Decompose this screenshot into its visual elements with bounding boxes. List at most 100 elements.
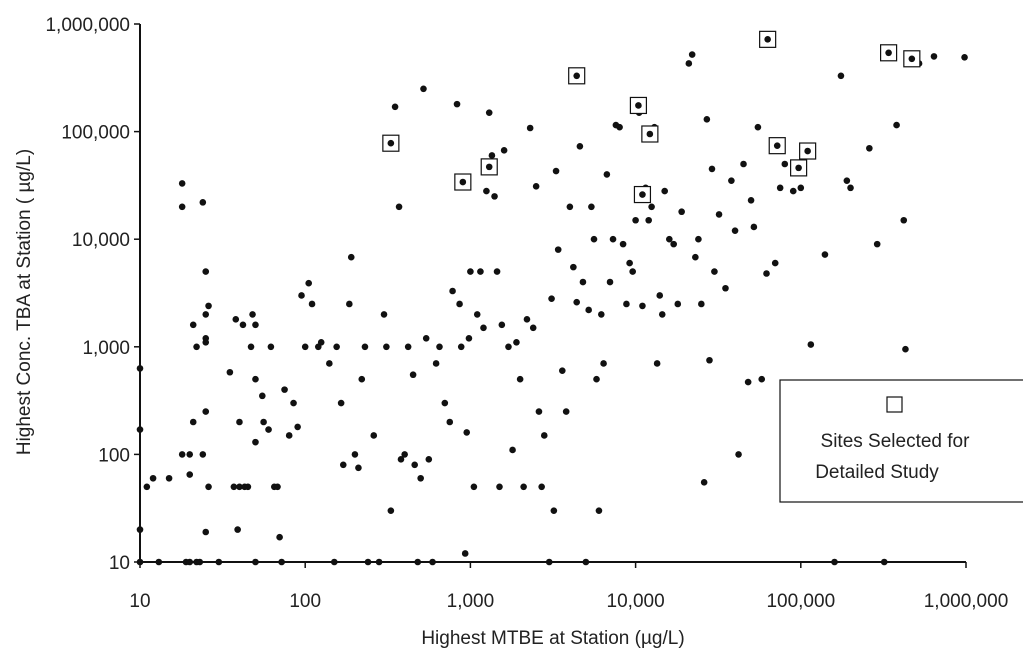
data-point [695, 235, 702, 243]
data-point [688, 51, 696, 58]
data-point [559, 367, 566, 374]
selected-site-dot [635, 102, 642, 109]
data-points [136, 51, 968, 566]
data-point [274, 483, 281, 491]
data-point [136, 526, 144, 533]
data-point [249, 311, 256, 318]
data-point [505, 343, 512, 351]
selected-site-point [790, 159, 808, 177]
data-point [661, 187, 668, 195]
data-point [520, 483, 527, 491]
data-point [740, 160, 747, 168]
data-point [776, 184, 784, 192]
data-point [728, 177, 735, 184]
data-point [465, 334, 473, 342]
data-point [136, 558, 144, 566]
data-point [339, 461, 347, 469]
data-point [821, 251, 829, 258]
data-point [632, 216, 639, 224]
data-point [566, 203, 574, 211]
data-point [178, 203, 186, 211]
data-point [178, 180, 186, 187]
data-point [358, 375, 366, 383]
data-point [215, 558, 223, 566]
data-point [645, 216, 652, 224]
selected-site-dot [646, 130, 654, 138]
selected-site-point [880, 44, 898, 62]
data-point [395, 203, 403, 211]
data-point [585, 306, 592, 314]
data-point [540, 432, 548, 439]
x-tick-label: 10 [129, 591, 150, 612]
selected-site-dot [573, 72, 580, 80]
x-axis-label: Highest MTBE at Station (µg/L) [421, 628, 684, 649]
data-point [375, 558, 383, 566]
data-point [961, 54, 968, 61]
data-point [545, 558, 553, 566]
axes: 10 100 1,000 10,000 100,000 1,000,000 10 100 1,… [45, 15, 1008, 612]
data-point [453, 100, 461, 108]
y-axis-ticks: 10 100 1,000 10,000 100,000 1,000,000 [45, 15, 140, 574]
data-point [666, 235, 673, 243]
selected-site-point [382, 134, 400, 152]
data-point [930, 53, 938, 60]
data-point [603, 171, 611, 178]
data-point [902, 345, 909, 353]
data-point [155, 558, 163, 566]
data-point [326, 360, 333, 367]
data-point [735, 451, 742, 458]
data-point [260, 418, 267, 426]
selected-site-dot [795, 164, 802, 172]
data-point [265, 426, 272, 433]
data-point [609, 235, 617, 243]
data-point [285, 432, 293, 439]
data-point [247, 343, 255, 351]
data-point [252, 321, 259, 329]
data-point [491, 193, 498, 200]
selected-site-point [629, 96, 648, 115]
data-point [149, 474, 157, 482]
data-point [900, 216, 908, 224]
x-tick-label: 1,000,000 [924, 591, 1009, 612]
data-point [582, 558, 590, 566]
data-point [259, 392, 266, 400]
data-point [747, 196, 755, 204]
data-point [893, 121, 900, 129]
data-point [305, 279, 313, 287]
data-point [467, 268, 474, 275]
data-point [658, 311, 666, 318]
selected-site-dot [764, 36, 771, 43]
data-point [500, 147, 508, 154]
data-point [771, 259, 779, 267]
x-tick-label: 10,000 [607, 591, 665, 612]
data-point [199, 199, 207, 206]
selected-site-dot [387, 139, 395, 147]
data-point [722, 284, 729, 292]
x-tick-label: 100 [289, 591, 321, 612]
data-point [674, 300, 682, 308]
data-point [347, 253, 355, 261]
data-point [485, 109, 493, 116]
y-axis-label: Highest Conc. TBA at Station ( µg/L) [14, 149, 35, 455]
data-point [401, 451, 408, 458]
data-point [623, 300, 630, 308]
data-point [186, 558, 194, 566]
selected-site-point [641, 125, 659, 143]
data-point [425, 456, 433, 463]
data-point [573, 298, 580, 306]
data-point [436, 343, 443, 351]
data-point [136, 426, 144, 433]
data-point [698, 300, 705, 308]
data-point [446, 418, 454, 426]
data-point [483, 187, 490, 195]
data-point [252, 558, 259, 566]
selected-site-dot [804, 147, 811, 155]
selected-site-point [633, 185, 652, 204]
data-point [526, 124, 534, 132]
data-point [562, 408, 570, 415]
data-point [837, 72, 845, 80]
data-point [532, 183, 540, 190]
data-point [576, 143, 584, 150]
data-point [480, 324, 487, 332]
data-point [626, 259, 633, 267]
